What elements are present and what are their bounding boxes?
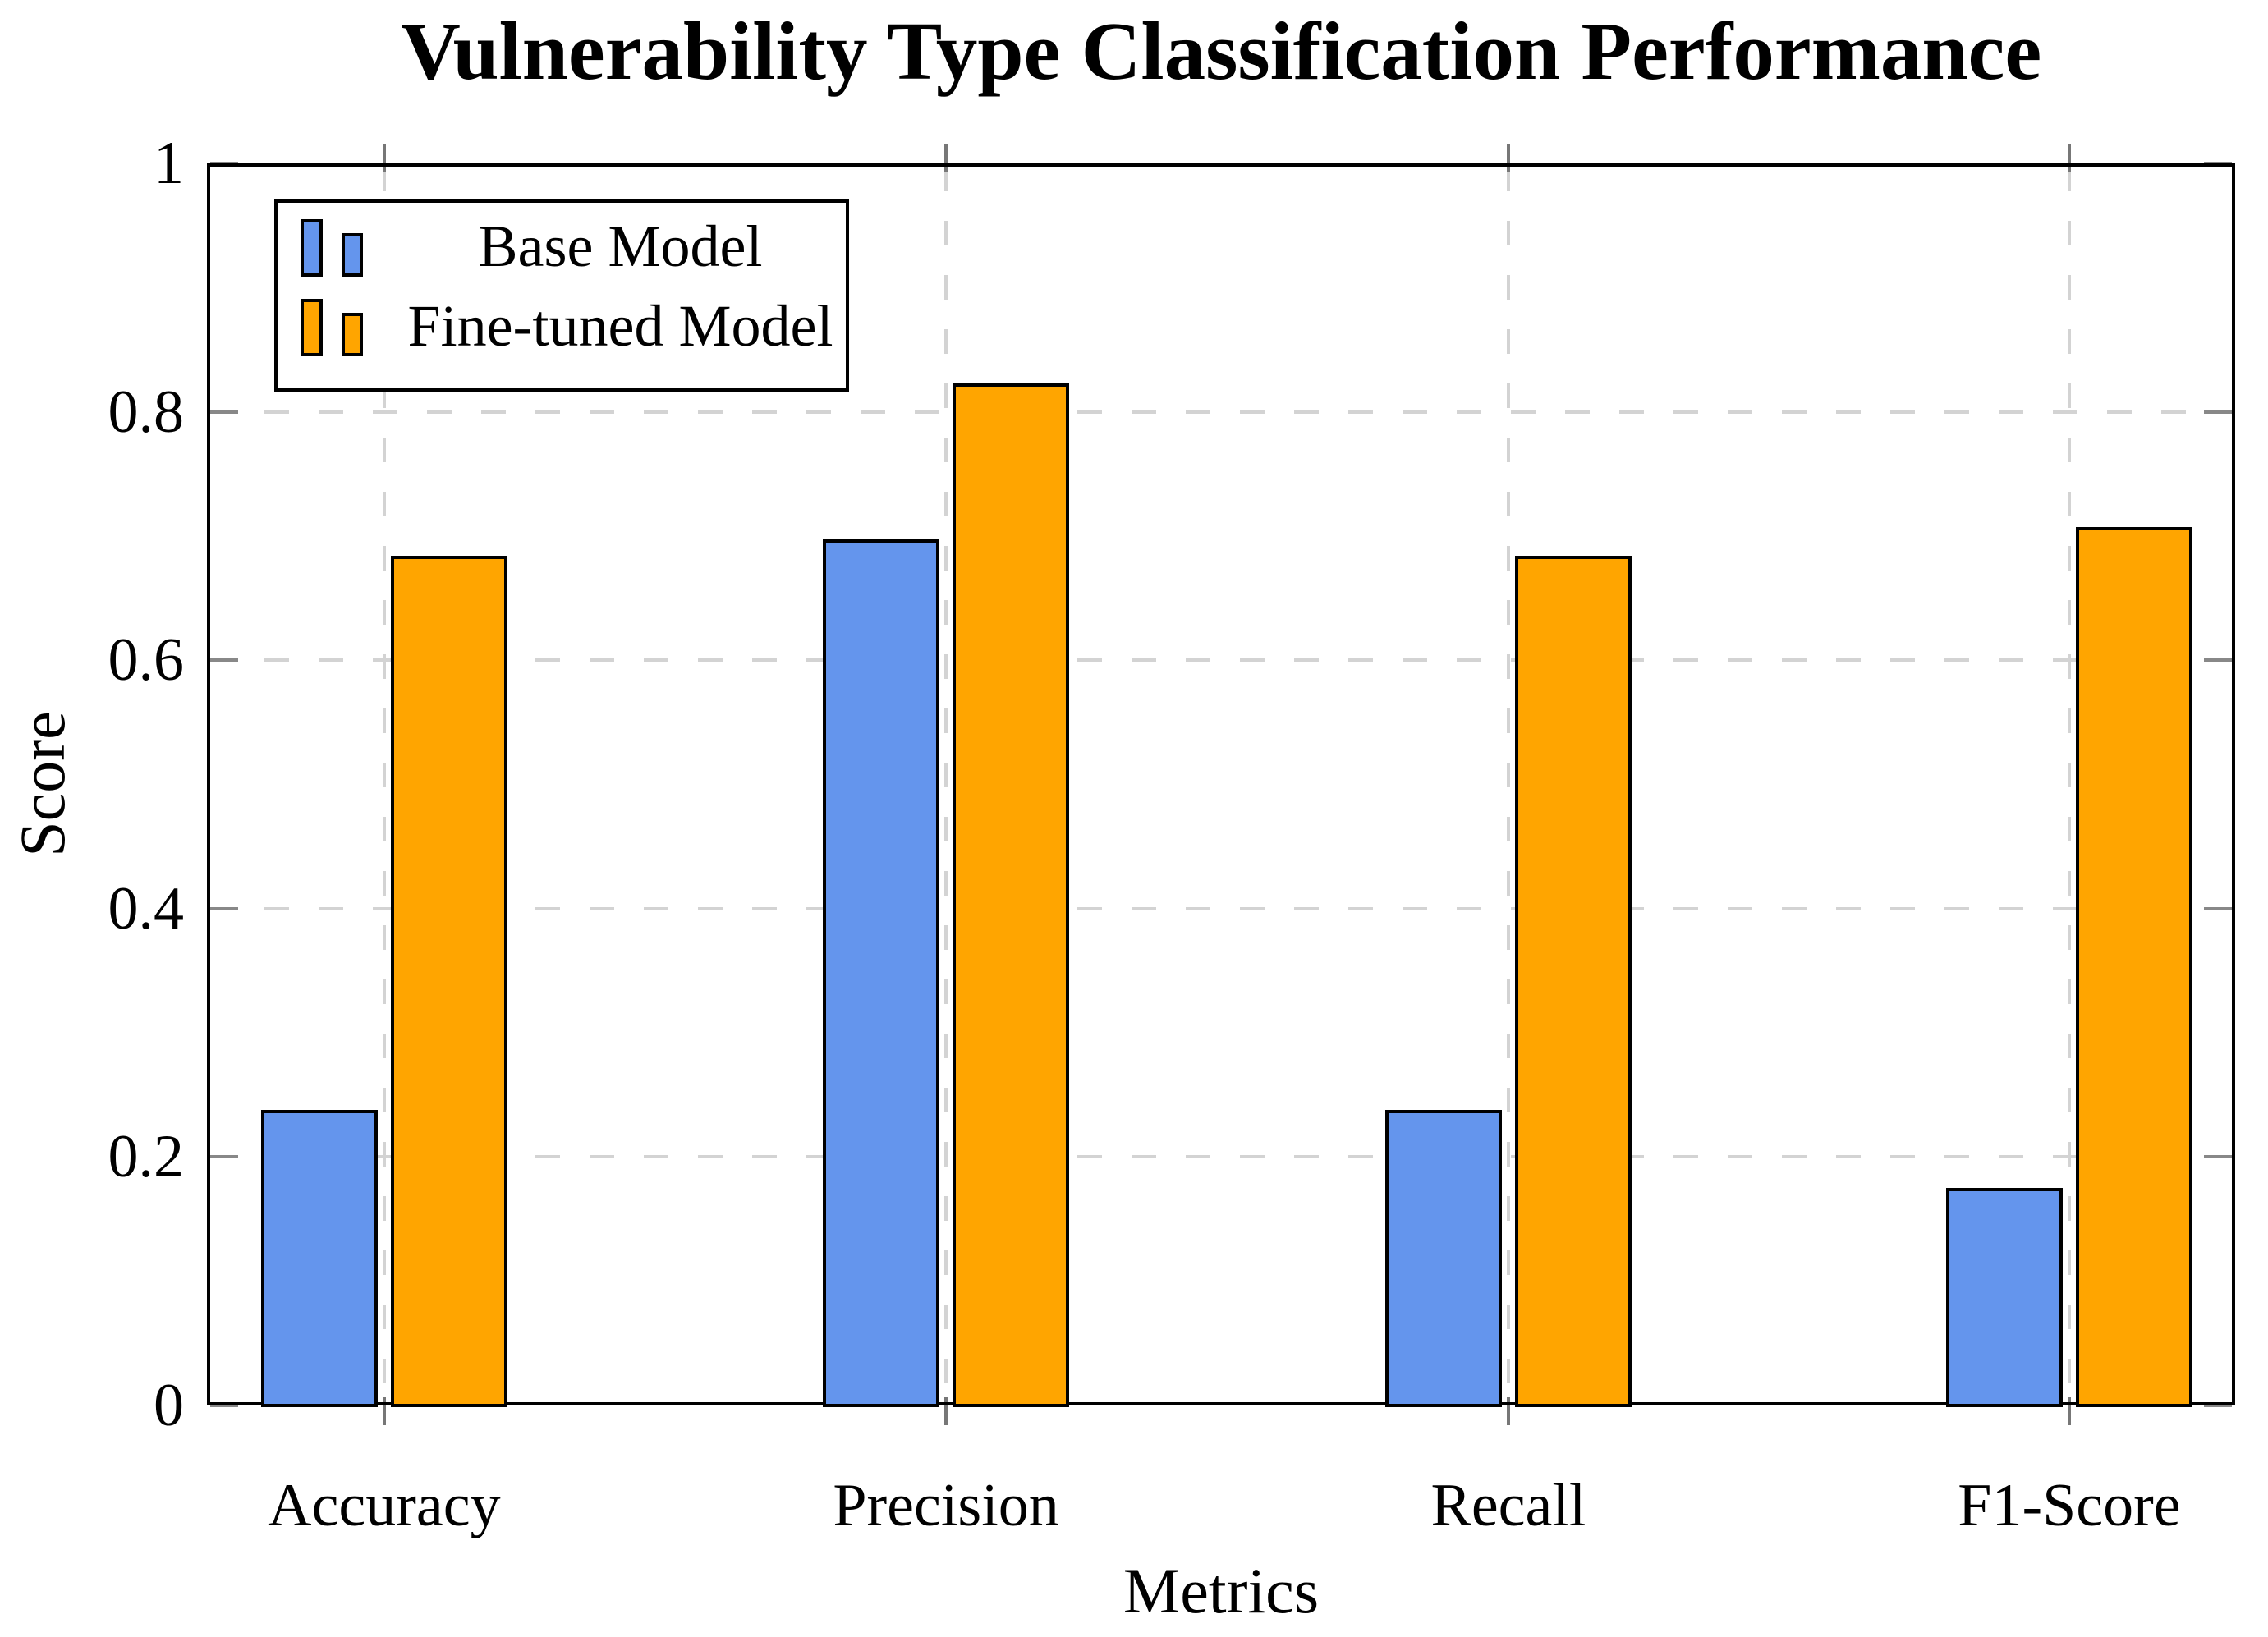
axes-frame xyxy=(207,163,2235,1405)
gridline-horizontal xyxy=(210,658,2232,663)
bar-fine-tuned-model-recall xyxy=(1514,556,1632,1407)
y-tick xyxy=(210,906,238,910)
x-tick-label-accuracy: Accuracy xyxy=(268,1472,501,1539)
y-tick xyxy=(210,658,238,663)
y-tick xyxy=(210,1404,238,1407)
y-tick-label: 0.6 xyxy=(108,626,185,695)
legend-row-base-model: Base Model xyxy=(278,213,838,279)
bar-base-model-f1-score xyxy=(1945,1188,2063,1407)
legend-label: Base Model xyxy=(478,213,763,279)
gridline-vertical xyxy=(382,167,386,1402)
gridline-vertical xyxy=(1506,167,1510,1402)
x-axis-label: Metrics xyxy=(1123,1555,1320,1626)
y-tick xyxy=(2204,1155,2232,1159)
legend-bar-tall-icon xyxy=(301,299,323,356)
bar-base-model-accuracy xyxy=(260,1109,378,1407)
bar-base-model-precision xyxy=(823,539,940,1407)
y-tick xyxy=(2204,658,2232,663)
legend-bar-tall-icon xyxy=(301,219,323,277)
gridline-horizontal xyxy=(210,410,2232,414)
y-tick xyxy=(2204,410,2232,414)
y-tick-label: 0.8 xyxy=(108,378,185,446)
legend-bar-short-icon xyxy=(342,233,363,277)
x-tick xyxy=(1506,1397,1510,1425)
bar-fine-tuned-model-precision xyxy=(953,383,1070,1407)
x-tick xyxy=(382,144,386,172)
x-tick xyxy=(382,1397,386,1425)
y-tick xyxy=(210,1155,238,1159)
y-tick-label: 1 xyxy=(154,130,184,197)
legend-bar-short-icon xyxy=(342,313,363,356)
gridline-horizontal xyxy=(210,1155,2232,1159)
legend-label: Fine-tuned Model xyxy=(407,293,833,359)
y-tick-label: 0.4 xyxy=(108,874,185,942)
y-tick-label: 0 xyxy=(154,1372,184,1439)
y-tick xyxy=(2204,906,2232,910)
x-tick xyxy=(2067,144,2071,172)
legend-bar-marker-icon xyxy=(301,219,403,277)
gridline-horizontal xyxy=(210,906,2232,910)
gridline-vertical xyxy=(2067,167,2071,1402)
x-tick-label-f1-score: F1-Score xyxy=(1958,1472,2181,1539)
legend: Base Model Fine-tuned Model xyxy=(274,199,849,392)
bar-base-model-recall xyxy=(1384,1109,1502,1407)
legend-row-fine-tuned-model: Fine-tuned Model xyxy=(278,293,838,359)
x-tick xyxy=(944,144,948,172)
x-tick-label-recall: Recall xyxy=(1430,1472,1586,1539)
y-tick-label: 0.2 xyxy=(108,1123,185,1191)
y-tick xyxy=(2204,1404,2232,1407)
legend-bar-marker-icon xyxy=(301,299,403,356)
chart-title: Vulnerability Type Classification Perfor… xyxy=(400,5,2042,97)
bar-fine-tuned-model-accuracy xyxy=(390,556,507,1407)
x-tick xyxy=(2067,1397,2071,1425)
bar-fine-tuned-model-f1-score xyxy=(2075,527,2192,1407)
x-tick-label-precision: Precision xyxy=(833,1472,1059,1539)
x-tick xyxy=(1506,144,1510,172)
y-tick xyxy=(210,410,238,414)
gridline-vertical xyxy=(944,167,948,1402)
x-tick xyxy=(944,1397,948,1425)
